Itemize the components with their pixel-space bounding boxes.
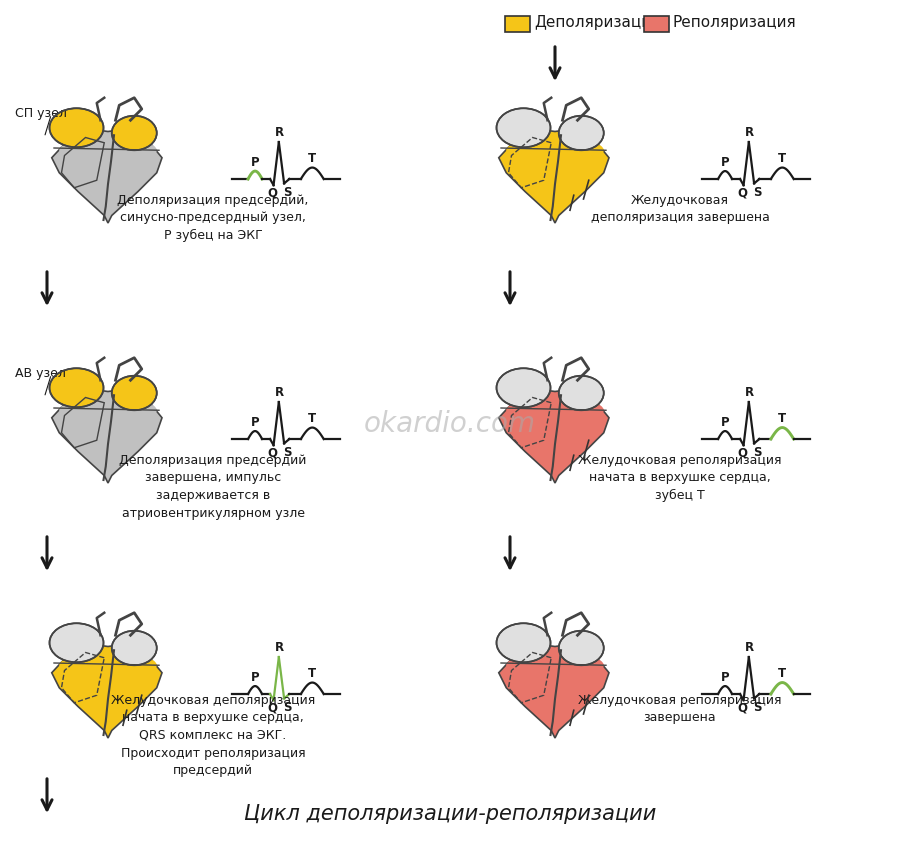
Text: S: S [753, 446, 762, 459]
Text: T: T [308, 152, 316, 165]
Text: okardio.com: okardio.com [364, 410, 536, 438]
Bar [505, 16, 530, 32]
Text: P: P [251, 671, 259, 684]
Ellipse shape [50, 623, 104, 663]
Text: S: S [284, 446, 292, 459]
Ellipse shape [559, 630, 604, 665]
Text: АВ узел: АВ узел [15, 367, 66, 381]
Text: P: P [721, 671, 729, 684]
Ellipse shape [497, 108, 551, 147]
Text: S: S [284, 186, 292, 199]
Ellipse shape [559, 116, 604, 150]
Ellipse shape [59, 398, 157, 424]
Ellipse shape [559, 376, 604, 410]
Ellipse shape [112, 116, 157, 150]
Text: СП узел: СП узел [15, 107, 67, 121]
Ellipse shape [59, 652, 157, 679]
Ellipse shape [506, 398, 604, 424]
Ellipse shape [497, 623, 551, 663]
Text: Желудочковая реполяризация
начата в верхушке сердца,
зубец Т: Желудочковая реполяризация начата в верх… [578, 454, 782, 502]
Text: R: R [745, 126, 754, 138]
Text: Желудочковая
деполяризация завершена: Желудочковая деполяризация завершена [590, 194, 770, 225]
Text: S: S [284, 701, 292, 714]
Text: Деполяризация предсердий
завершена, импульс
задерживается в
атриовентрикулярном : Деполяризация предсердий завершена, импу… [120, 454, 307, 520]
Text: R: R [745, 386, 754, 398]
Ellipse shape [50, 108, 104, 147]
Text: R: R [745, 641, 754, 653]
Text: T: T [778, 152, 787, 165]
Text: Q: Q [267, 701, 278, 714]
Text: Желудочковая деполяризация
начата в верхушке сердца,
QRS комплекс на ЭКГ.
Происх: Желудочковая деполяризация начата в верх… [111, 694, 315, 777]
Text: P: P [721, 156, 729, 170]
Polygon shape [52, 645, 162, 738]
Text: S: S [753, 701, 762, 714]
Text: Q: Q [738, 446, 748, 459]
Text: P: P [251, 416, 259, 430]
Text: T: T [778, 667, 787, 680]
Text: P: P [721, 416, 729, 430]
Text: Желудочковая реполяризация
завершена: Желудочковая реполяризация завершена [578, 694, 782, 724]
Text: Деполяризация: Деполяризация [534, 15, 661, 30]
Ellipse shape [506, 137, 604, 164]
Text: T: T [778, 412, 787, 425]
Text: R: R [275, 126, 284, 138]
Polygon shape [499, 130, 609, 223]
Text: Реполяризация: Реполяризация [673, 15, 796, 30]
Polygon shape [52, 130, 162, 223]
Text: Q: Q [267, 446, 278, 459]
Ellipse shape [112, 376, 157, 410]
Ellipse shape [112, 630, 157, 665]
Text: T: T [308, 412, 316, 425]
Text: Q: Q [738, 701, 748, 714]
Polygon shape [52, 390, 162, 483]
Ellipse shape [50, 368, 104, 408]
Text: P: P [251, 156, 259, 170]
Ellipse shape [497, 368, 551, 408]
Text: Деполяризация предсердий,
синусно-предсердный узел,
Р зубец на ЭКГ: Деполяризация предсердий, синусно-предсе… [117, 194, 309, 242]
Text: Q: Q [738, 186, 748, 199]
Text: Q: Q [267, 186, 278, 199]
Text: S: S [753, 186, 762, 199]
Text: Цикл деполяризации-реполяризации: Цикл деполяризации-реполяризации [244, 804, 656, 824]
Polygon shape [499, 645, 609, 738]
Text: R: R [275, 641, 284, 653]
Bar [644, 16, 669, 32]
Ellipse shape [59, 137, 157, 164]
Polygon shape [499, 390, 609, 483]
Ellipse shape [506, 652, 604, 679]
Text: T: T [308, 667, 316, 680]
Text: R: R [275, 386, 284, 398]
